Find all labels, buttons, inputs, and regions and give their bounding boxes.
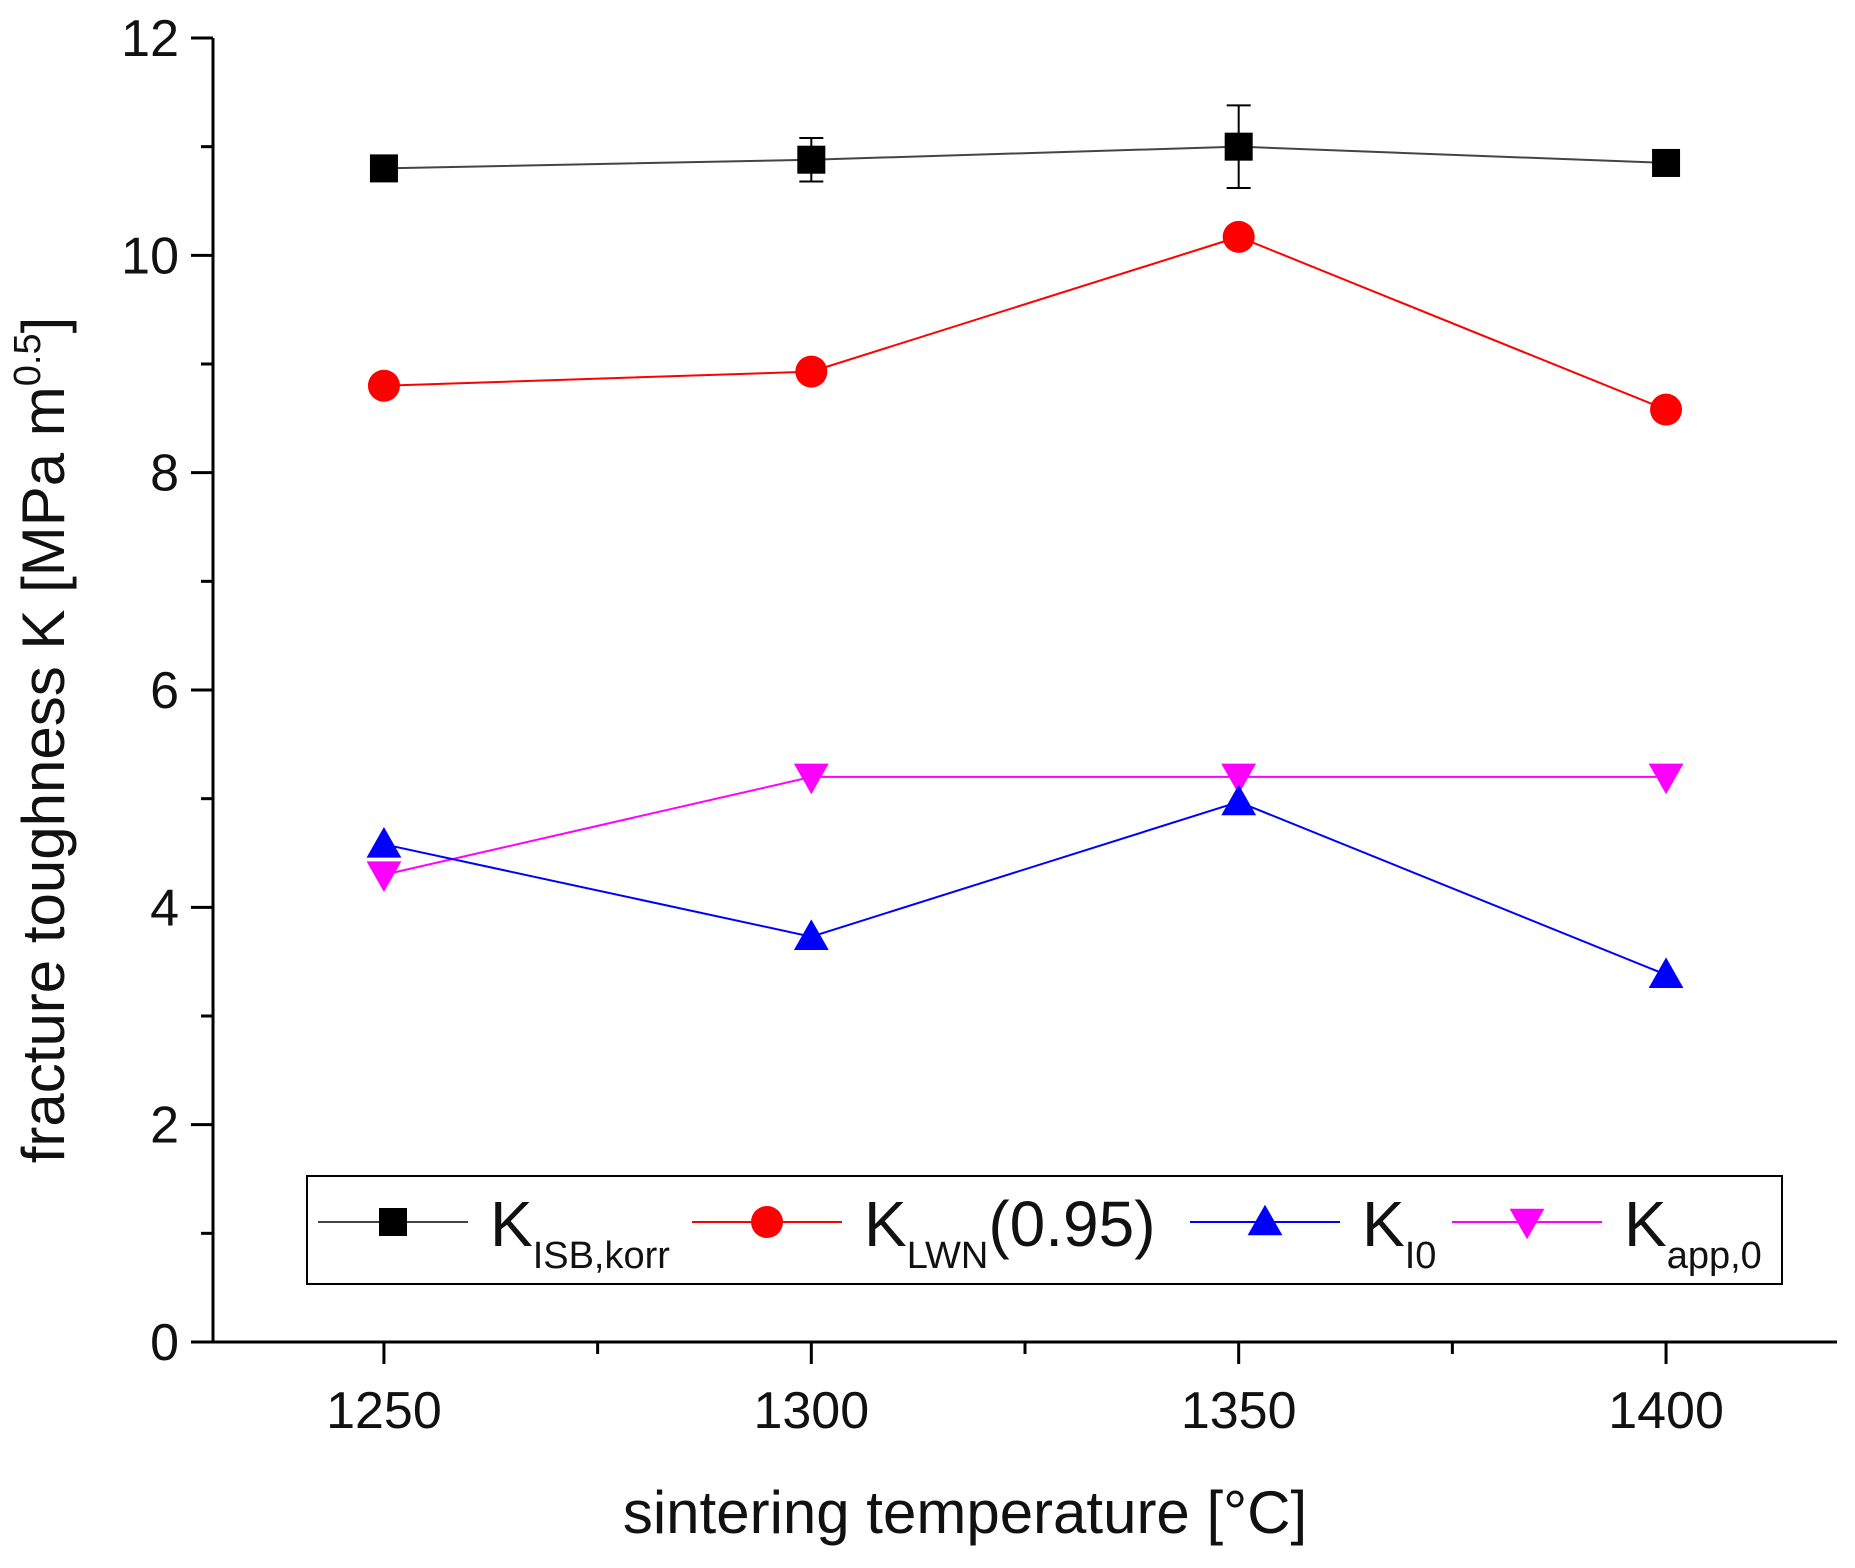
legend-label: KLWN(0.95) <box>864 1188 1156 1277</box>
y-axis-title: fracture toughness K [MPa m0.5] <box>7 317 77 1164</box>
legend-label: Kapp,0 <box>1624 1188 1762 1277</box>
data-point-klwn <box>795 355 828 388</box>
x-tick-label: 1300 <box>753 1382 869 1440</box>
data-point-kapp <box>366 861 402 893</box>
series-line-ki0 <box>383 800 1667 976</box>
y-tick-label: 2 <box>150 1097 179 1155</box>
series-line-kapp <box>383 775 1667 876</box>
y-axis-title-main: fracture toughness K [MPa m <box>10 386 77 1163</box>
plot-area <box>211 38 1837 1344</box>
x-tick-label: 1400 <box>1608 1382 1724 1440</box>
series-layer <box>366 104 1684 989</box>
legend-label-main: K <box>864 1188 907 1260</box>
series-kapp <box>366 763 1684 893</box>
x-axis: 1250 1300 1350 1400 <box>326 1342 1724 1440</box>
data-point-kisb <box>369 154 398 183</box>
legend-marker <box>1509 1208 1545 1240</box>
data-point-kisb <box>797 145 826 174</box>
y-axis: 0 2 4 6 8 10 12 <box>121 10 213 1372</box>
y-tick-label: 12 <box>121 10 179 68</box>
legend-label-main: K <box>1624 1188 1667 1260</box>
data-point-kisb <box>1224 132 1253 161</box>
series-line-kisb <box>383 145 1667 170</box>
data-point-kisb <box>1652 148 1681 177</box>
legend-label-after: (0.95) <box>988 1188 1155 1260</box>
data-point-klwn <box>367 369 400 402</box>
data-point-klwn <box>1650 393 1683 426</box>
x-axis-title: sintering temperature [°C] <box>623 1479 1307 1546</box>
series-kisb <box>369 104 1681 189</box>
legend-marker <box>379 1208 407 1236</box>
x-tick-label: 1250 <box>326 1382 442 1440</box>
data-point-ki0 <box>1221 784 1257 816</box>
y-axis-title-suffix: ] <box>10 317 77 334</box>
series-line-klwn <box>383 235 1667 411</box>
legend-entry-kapp: Kapp,0 <box>1452 1188 1762 1277</box>
x-tick-label: 1350 <box>1181 1382 1297 1440</box>
y-tick-label: 4 <box>150 879 179 937</box>
legend-label: KI0 <box>1362 1188 1436 1277</box>
legend-entry-kisb: KISB,korr <box>318 1188 670 1277</box>
data-point-ki0 <box>793 919 829 950</box>
data-point-kapp <box>1648 763 1684 795</box>
y-tick-label: 6 <box>150 662 179 720</box>
legend-box <box>306 1175 1783 1285</box>
series-klwn <box>367 220 1683 426</box>
legend-entry-ki0: KI0 <box>1190 1188 1436 1277</box>
legend-label: KISB,korr <box>490 1188 670 1277</box>
legend-label-sub: I0 <box>1405 1235 1437 1277</box>
data-point-klwn <box>1222 220 1255 253</box>
legend-label-sub: ISB,korr <box>533 1235 671 1277</box>
legend-marker <box>1247 1204 1283 1236</box>
legend-label-sub: LWN <box>907 1235 989 1277</box>
legend-entry-klwn: KLWN(0.95) <box>692 1188 1156 1277</box>
series-ki0 <box>366 784 1684 989</box>
y-tick-label: 10 <box>121 227 179 285</box>
data-point-ki0 <box>1648 957 1684 989</box>
y-tick-label: 0 <box>150 1314 179 1372</box>
y-axis-title-superscript: 0.5 <box>7 333 49 386</box>
data-point-kapp <box>1221 763 1257 795</box>
legend-marker <box>751 1206 783 1238</box>
data-point-kapp <box>793 763 829 795</box>
legend-label-main: K <box>1362 1188 1405 1260</box>
data-point-ki0 <box>366 827 402 858</box>
legend: KISB,korr KLWN(0.95) KI0 Kapp,0 <box>306 1175 1783 1285</box>
y-tick-label: 8 <box>150 445 179 503</box>
legend-label-sub: app,0 <box>1667 1235 1762 1277</box>
legend-label-main: K <box>490 1188 533 1260</box>
